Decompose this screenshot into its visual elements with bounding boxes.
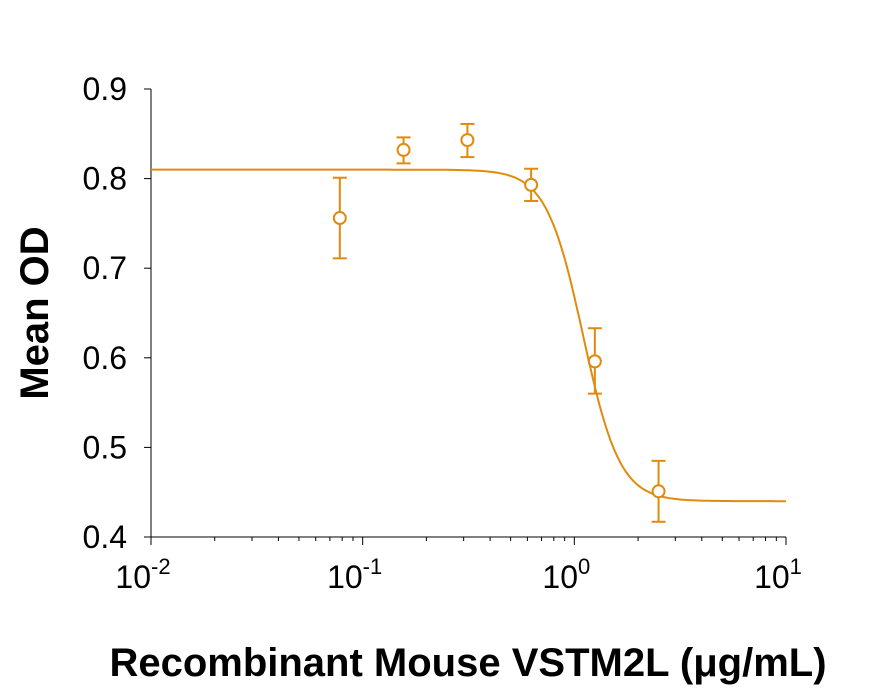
y-tick-label: 0.7	[83, 250, 127, 286]
x-axis-label: Recombinant Mouse VSTM2L (μg/mL)	[109, 641, 826, 685]
x-tick-label: 10-1	[327, 554, 382, 595]
data-point	[396, 142, 411, 157]
y-tick-label: 0.5	[83, 429, 127, 465]
y-tick-label: 0.8	[83, 161, 127, 197]
data-point	[332, 211, 347, 226]
data-point	[524, 177, 539, 192]
data-points	[332, 122, 666, 523]
fit-curve	[151, 168, 786, 503]
y-tick-label: 0.6	[83, 340, 127, 376]
axes: 0.4 0.5 0.6 0.7 0.8 0.9 10-2 10-1 100 101	[83, 71, 802, 595]
y-tick-label: 0.4	[83, 519, 127, 555]
x-tick-label: 10-2	[115, 554, 170, 595]
x-tick-label: 101	[754, 554, 802, 595]
y-axis-label: Mean OD	[13, 226, 57, 399]
data-point	[460, 133, 475, 148]
data-point	[587, 354, 602, 369]
fit-curve-group	[151, 168, 786, 503]
data-point	[651, 484, 666, 499]
y-tick-label: 0.9	[83, 71, 127, 107]
x-tick-label: 100	[542, 554, 590, 595]
